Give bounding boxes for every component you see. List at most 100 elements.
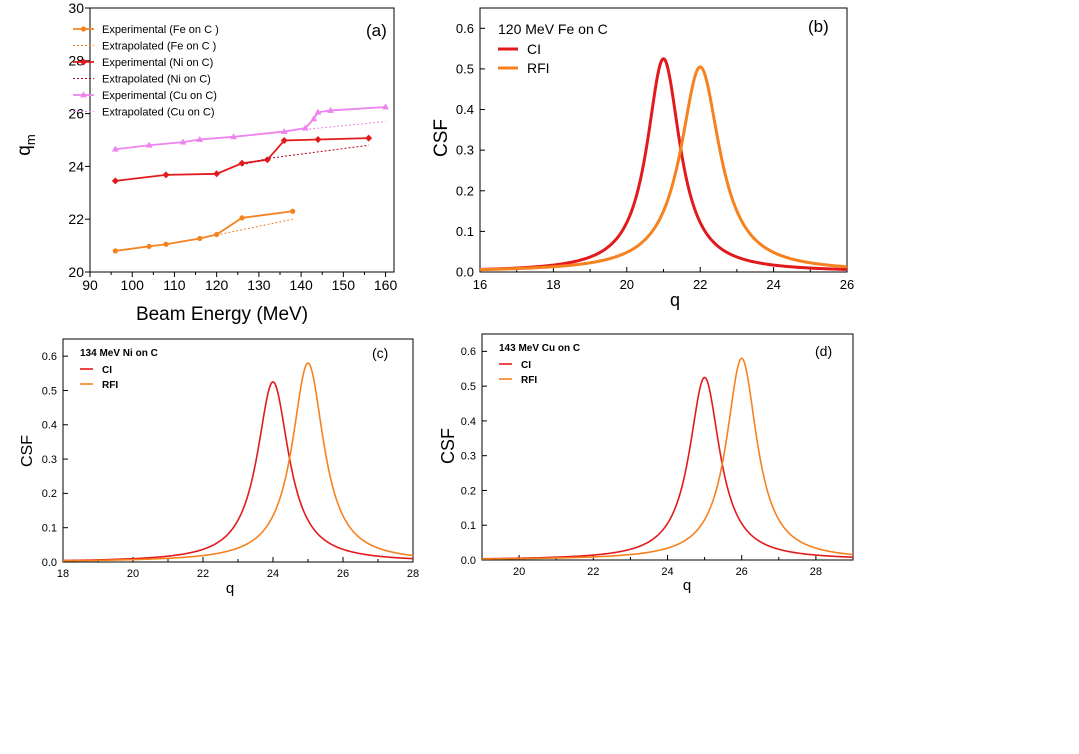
plot-frame [481,333,854,561]
x-tick-label: 24 [267,568,279,580]
y-tick-label: 0.6 [461,346,476,358]
series-line [241,144,369,166]
y-axis-label: qm [14,134,38,155]
data-point [111,145,119,152]
x-tick-label: 20 [127,568,139,580]
x-tick-label: 24 [766,277,780,292]
chart-title: 134 MeV Ni on C [80,348,158,359]
data-point [280,127,288,134]
plot-frame [62,338,414,563]
y-tick-label: 0.3 [42,454,57,466]
series-line [115,210,293,252]
y-tick-label: 0.0 [42,557,57,569]
data-point [239,215,245,221]
chart-title: 120 MeV Fe on C [498,21,608,37]
x-tick-label: 90 [82,277,98,293]
series-curve-rfi [481,357,854,560]
x-tick-label: 120 [205,277,229,293]
x-tick-label: 28 [810,566,822,578]
y-tick-label: 0.5 [42,385,57,397]
data-point [327,106,335,113]
legend-label: Extrapolated (Fe on C ) [102,41,216,53]
series-curve-ci [481,376,854,560]
x-axis-label: Beam Energy (MeV) [136,304,308,325]
data-point [238,159,246,167]
data-point [230,133,237,140]
legend-label: CI [521,360,531,371]
x-tick-label: 22 [587,566,599,578]
y-tick-label: 0.5 [461,381,476,393]
data-point [162,171,170,179]
x-axis-label: q [670,290,680,310]
x-tick-label: 26 [736,566,748,578]
x-tick-label: 26 [337,568,349,580]
y-tick-label: 22 [68,211,84,227]
x-tick-label: 20 [513,566,525,578]
x-tick-label: 22 [693,277,707,292]
legend-label: RFI [527,60,550,76]
data-point [382,103,389,110]
y-tick-label: 30 [68,0,84,16]
legend-label: RFI [521,375,537,386]
y-axis-label: CSF [431,119,452,157]
panel-label: (a) [366,21,387,40]
x-tick-label: 100 [121,277,145,293]
plot-frame [89,7,395,273]
data-point [80,91,87,98]
panel-d: 20 22 24 26 28 0.0 0.1 0.2 0.3 0.4 0.5 0.6 143 MeV C… [438,333,854,594]
x-tick-label: 160 [374,277,398,293]
panel-label: (b) [808,17,829,36]
data-point [280,137,288,145]
legend-label: RFI [102,380,118,391]
series-curve-rfi [62,362,414,562]
data-point [310,115,318,122]
y-tick-label: 0.4 [456,102,474,117]
panel-label: (c) [372,345,388,361]
panel-c: 18 20 22 24 26 28 0.0 0.1 0.2 0.3 0.4 0.5 0.6 134 MeV… [19,338,419,597]
y-tick-label: 20 [68,264,84,280]
x-tick-label: 140 [289,277,313,293]
data-point [112,248,118,254]
x-tick-label: 26 [840,277,854,292]
data-point [290,208,296,214]
y-tick-label: 0.0 [456,265,474,280]
legend-label: Experimental (Cu on C) [102,90,217,102]
x-tick-label: 18 [57,568,69,580]
data-point [179,138,187,145]
data-point [146,243,152,249]
data-point [214,231,220,238]
y-tick-label: 0.2 [42,488,57,500]
y-tick-label: 28 [68,53,84,69]
x-tick-label: 28 [407,568,419,580]
legend-label: CI [102,365,112,376]
x-tick-label: 130 [247,277,271,293]
legend-label: Experimental (Fe on C ) [102,24,219,36]
data-point [111,177,119,185]
data-point [163,241,169,247]
y-axis-label: CSF [19,435,36,467]
x-tick-label: 22 [197,568,209,580]
y-axis-label-sub: m [23,134,38,145]
legend-label: CI [527,41,541,57]
y-tick-label: 0.4 [461,416,476,428]
x-tick-label: 18 [546,277,560,292]
x-tick-label: 16 [473,277,487,292]
y-tick-label: 0.3 [456,143,474,158]
series-line [216,218,293,236]
panel-b: 16 18 20 22 24 26 0.0 0.1 0.2 0.3 0.4 0.5 0.6 120 MeV… [431,7,854,310]
y-axis-label: CSF [438,428,458,464]
y-tick-label: 26 [68,106,84,122]
data-point [314,108,322,115]
chart-title: 143 MeV Cu on C [499,343,580,354]
x-tick-label: 110 [163,277,186,293]
y-axis-label-main: q [14,145,35,156]
y-tick-label: 0.4 [42,420,57,432]
y-tick-label: 0.6 [456,21,474,36]
panel-label: (d) [815,343,832,359]
y-tick-label: 0.2 [461,485,476,497]
data-point [197,235,203,242]
y-tick-label: 0.2 [456,183,474,198]
x-axis-label: q [683,577,691,594]
y-tick-label: 24 [68,158,84,174]
